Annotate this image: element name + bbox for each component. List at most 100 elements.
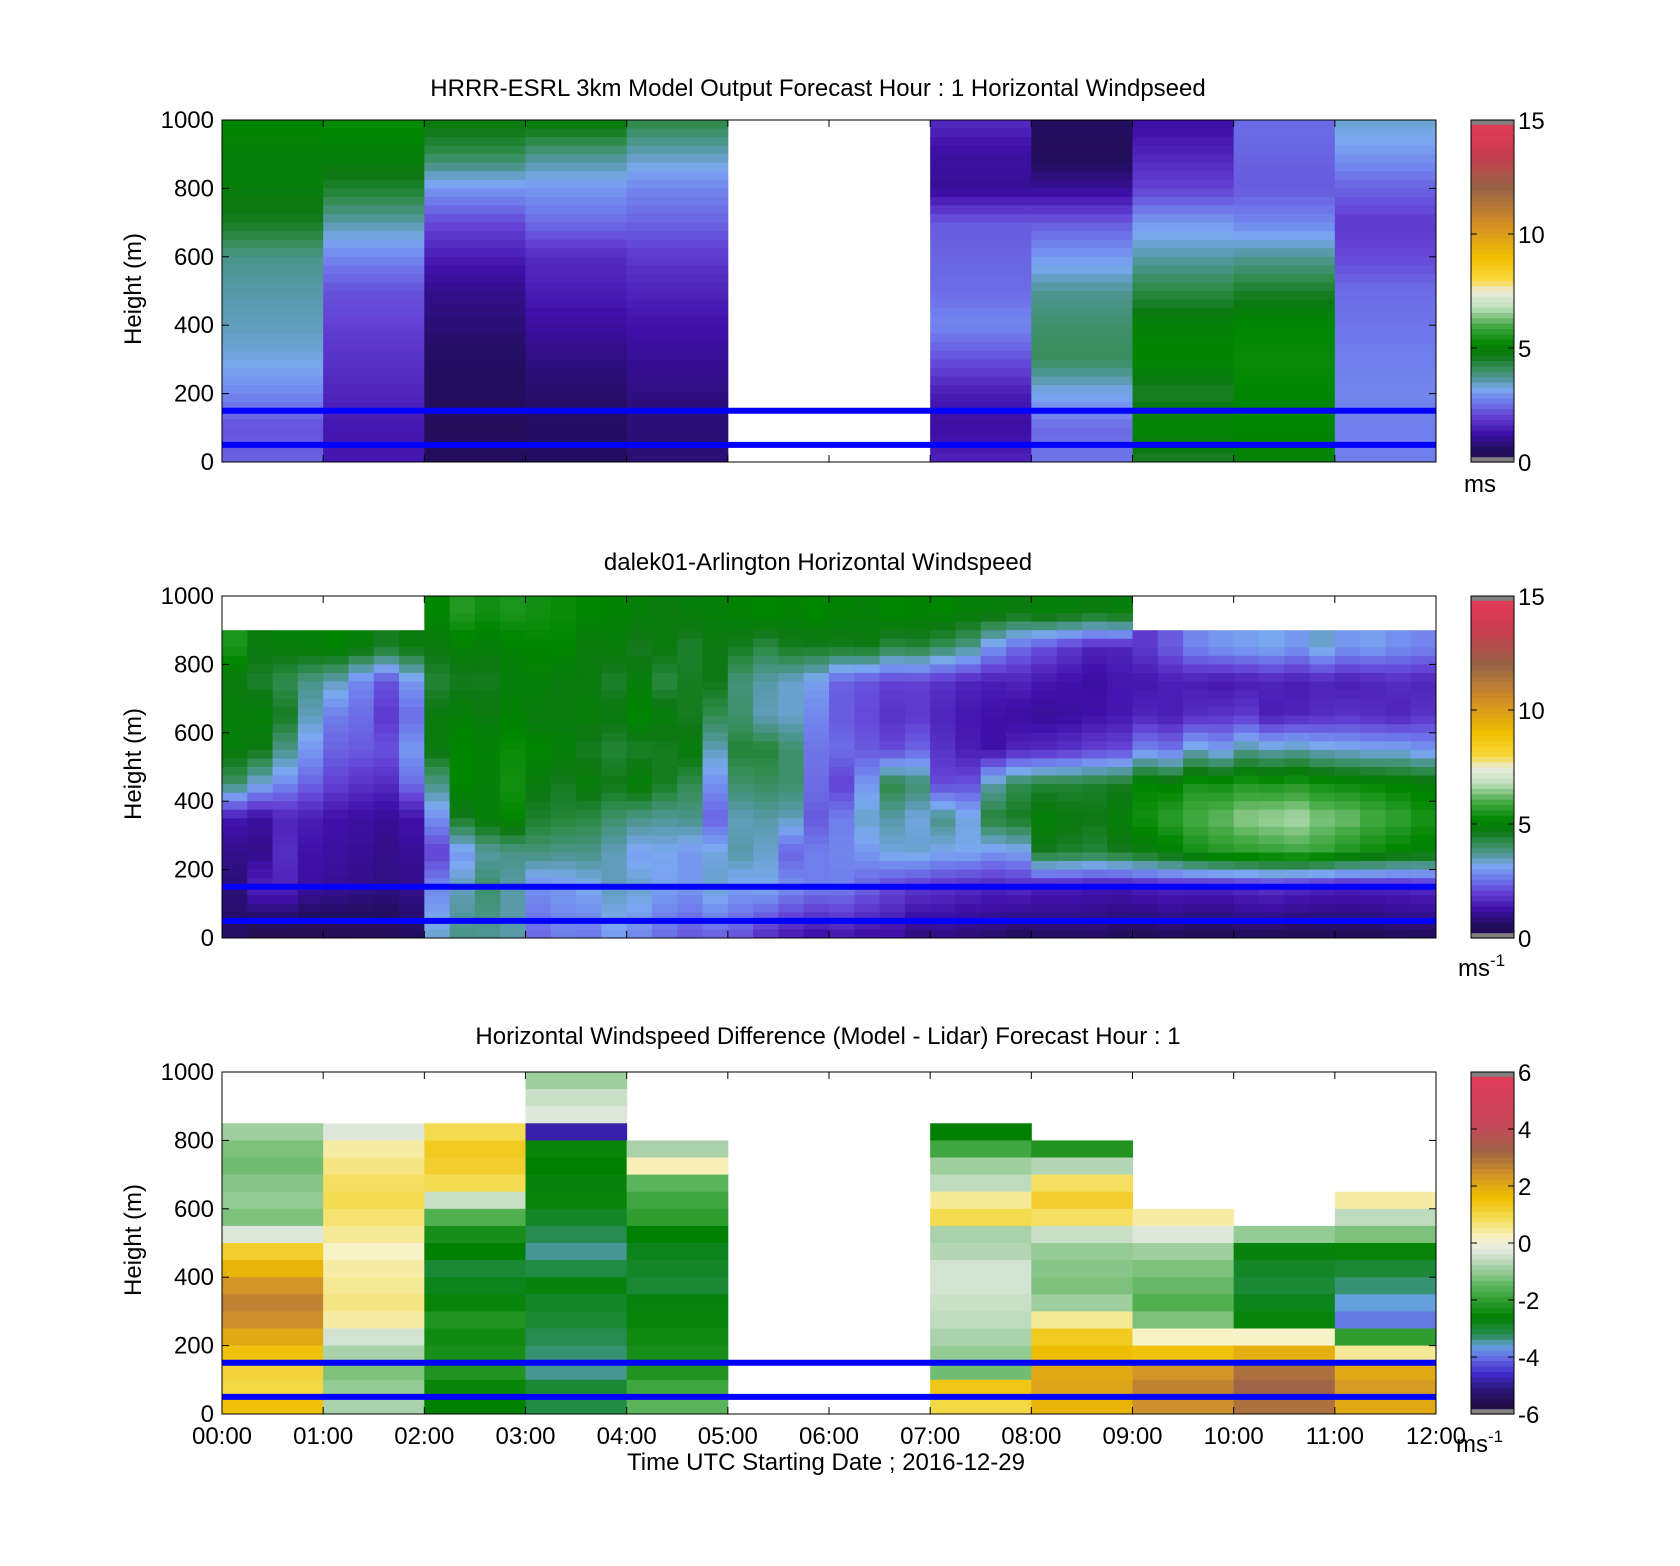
heatmap-cell [272,655,299,665]
heatmap-cell [930,196,1032,206]
heatmap-cell [930,929,956,939]
heatmap-cell [955,843,982,853]
heatmap-cell [323,869,349,879]
heatmap-cell [348,801,375,811]
heatmap-cell [930,690,956,700]
heatmap-cell [1233,920,1260,930]
heatmap-cell [1334,903,1361,913]
heatmap-cell [1385,749,1412,759]
heatmap-cell [854,621,881,631]
heatmap-cell [525,1328,628,1347]
heatmap-cell [626,621,653,631]
colorbar-swatch [1471,1264,1514,1271]
heatmap-cell [525,621,552,631]
heatmap-cell [930,120,1032,130]
heatmap-cell [323,299,425,309]
heatmap-cell [803,920,830,930]
heatmap-cell [1132,681,1159,691]
heatmap-cell [222,453,324,463]
heatmap-cell [753,715,779,725]
heatmap-cell [1107,912,1133,922]
colorbar-swatch [1471,783,1514,789]
heatmap-cell [525,1208,628,1227]
heatmap-cell [778,826,805,836]
heatmap-cell [1334,792,1361,802]
colorbar-swatch [1471,1253,1514,1260]
heatmap-cell [930,741,956,751]
heatmap-cell [1183,638,1209,648]
colorbar-swatch [1471,291,1514,297]
heatmap-cell [879,604,906,614]
heatmap-cell [373,741,400,751]
heatmap-cell [1385,826,1412,836]
colorbar-swatch [1471,670,1514,677]
heatmap-cell [222,698,248,708]
heatmap-cell [373,895,400,905]
heatmap-cell [222,1277,324,1295]
heatmap-cell [474,749,501,759]
heatmap-cell [1410,767,1437,777]
colorbar-swatch [1471,745,1514,752]
heatmap-cell [449,767,476,777]
heatmap-cell [626,792,653,802]
heatmap-cell [1309,775,1336,785]
colorbar-swatch [1471,1355,1514,1362]
heatmap-cell [702,792,729,802]
heatmap-cell [247,818,274,828]
heatmap-cell [626,393,729,403]
colorbar-swatch [1471,408,1514,415]
heatmap-cell [1233,1311,1336,1329]
heatmap-cell [1157,801,1184,811]
heatmap-cell [272,749,299,759]
heatmap-cell [1081,852,1108,862]
heatmap-cell [955,767,982,777]
heatmap-cell [626,1191,729,1210]
heatmap-cell [297,869,324,879]
heatmap-cell [550,681,577,691]
heatmap-cell [727,596,754,606]
heatmap-cell [373,878,400,888]
heatmap-cell [980,690,1007,700]
heatmap-cell [1132,826,1159,836]
heatmap-cell [1056,809,1083,819]
heatmap-cell [1006,843,1032,853]
heatmap-cell [424,835,451,845]
heatmap-cell [1258,749,1285,759]
heatmap-cell [348,715,375,725]
heatmap-cell [323,162,425,172]
heatmap-cell [348,732,375,742]
heatmap-cell [1284,732,1311,742]
heatmap-cell [930,681,956,691]
heatmap-cell [222,308,324,318]
heatmap-cell [1334,128,1437,138]
heatmap-cell [272,630,299,640]
heatmap-cell [1157,809,1184,819]
heatmap-cell [1410,638,1437,648]
heatmap-cell [829,690,855,700]
heatmap-cell [1031,1345,1133,1364]
heatmap-cell [1385,869,1412,879]
heatmap-cell [222,724,248,734]
heatmap-cell [1233,196,1336,206]
heatmap-cell [1258,775,1285,785]
heatmap-cell [1107,647,1133,657]
heatmap-cell [1284,843,1311,853]
heatmap-cell [930,767,956,777]
heatmap-cell [247,630,274,640]
colorbar-swatch [1471,708,1514,715]
heatmap-cell [500,630,526,640]
colorbar-swatch [1471,729,1514,736]
heatmap-cell [1258,630,1285,640]
heatmap-cell [272,690,299,700]
heatmap-cell [323,444,425,454]
heatmap-cell [1107,749,1133,759]
colorbar-swatch [1471,178,1514,185]
heatmap-cell [525,1362,628,1381]
heatmap-cell [525,291,628,301]
heatmap-cell [1006,878,1032,888]
heatmap-cell [727,749,754,759]
heatmap-cell [323,809,349,819]
heatmap-cell [474,664,501,674]
heatmap-cell [651,792,678,802]
heatmap-cell [449,596,476,606]
